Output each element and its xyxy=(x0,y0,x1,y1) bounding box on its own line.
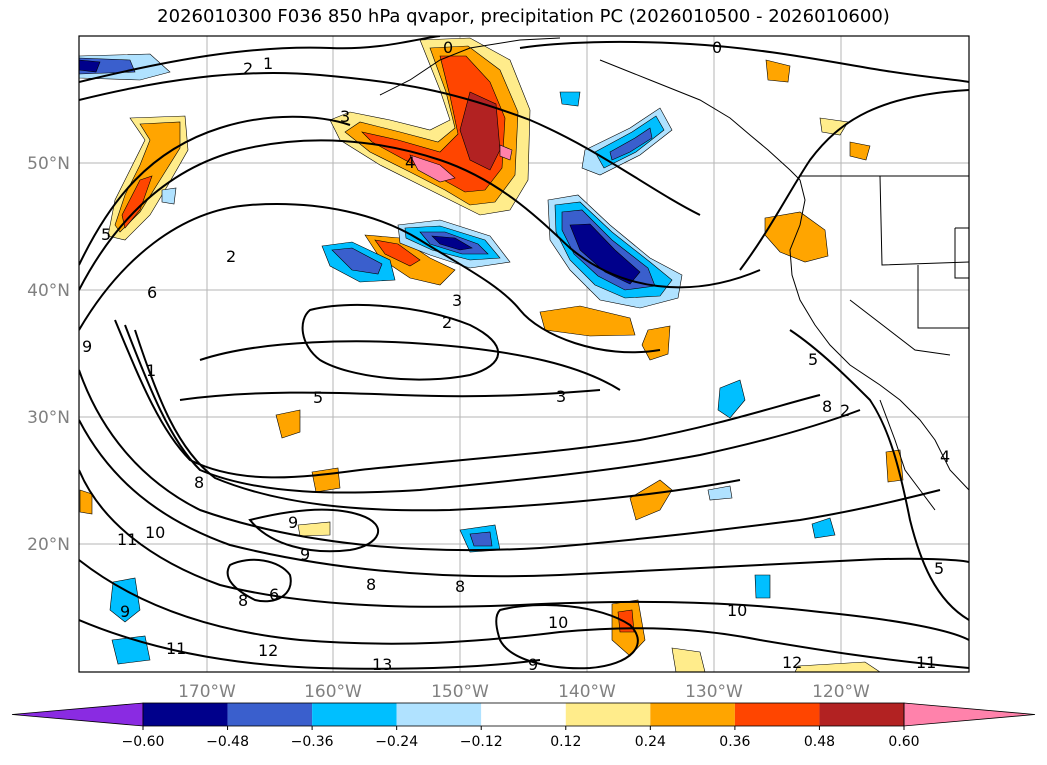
lon-label: 170°W xyxy=(178,682,236,702)
longitude-labels: 170°W 160°W 150°W 140°W 130°W 120°W xyxy=(178,682,870,702)
map-frame xyxy=(78,35,970,673)
contour-label: 8 xyxy=(238,591,248,610)
precip-negative-anomalies xyxy=(79,53,836,665)
contour-label: 5 xyxy=(101,225,111,244)
contour-label: 8 xyxy=(455,577,465,596)
contour-label: 1 xyxy=(263,54,273,73)
contour-label: 2 xyxy=(243,59,253,78)
lon-label: 150°W xyxy=(431,682,489,702)
colorbar-tick-labels: −0.60 −0.48 −0.36 −0.24 −0.12 0.12 0.24 0.36 0.4… xyxy=(122,726,920,750)
colorbar-swatch xyxy=(650,703,735,726)
lat-label: 30°N xyxy=(27,408,70,428)
contour-label: 5 xyxy=(313,388,323,407)
colorbar-tick-label: 0.60 xyxy=(888,734,919,750)
colorbar-swatches xyxy=(11,702,1036,727)
contour-label: 3 xyxy=(340,107,350,126)
contour-label: 10 xyxy=(145,523,165,542)
contour-label: 4 xyxy=(940,447,950,466)
lon-label: 160°W xyxy=(304,682,362,702)
contour-label: 8 xyxy=(366,575,376,594)
contour-label: 9 xyxy=(300,545,310,564)
contour-labels: 2 1 0 0 4 3 2 3 2 6 1 5 3 9 8 5 9 11 10 … xyxy=(82,38,950,674)
contour-label: 12 xyxy=(782,653,802,672)
lat-label: 50°N xyxy=(27,154,70,174)
contour-label: 9 xyxy=(528,655,538,674)
colorbar-tick-label: 0.48 xyxy=(804,734,835,750)
colorbar-tick-label: 0.36 xyxy=(719,734,750,750)
contour-label: 6 xyxy=(147,283,157,302)
contour-label: 11 xyxy=(117,530,137,549)
colorbar-tick-label: 0.12 xyxy=(550,734,581,750)
contour-label: 5 xyxy=(808,350,818,369)
colorbar-swatch xyxy=(481,703,566,726)
contour-label: 2 xyxy=(442,313,452,332)
lon-label: 130°W xyxy=(685,682,743,702)
contour-label: 3 xyxy=(452,291,462,310)
map-title: 2026010300 F036 850 hPa qvapor, precipit… xyxy=(157,6,890,27)
lon-label: 120°W xyxy=(812,682,870,702)
contour-label: 12 xyxy=(258,641,278,660)
contour-label: 4 xyxy=(405,153,415,172)
latitude-labels: 50°N 40°N 30°N 20°N xyxy=(27,154,70,555)
contour-label: 10 xyxy=(548,613,568,632)
colorbar-swatch xyxy=(143,703,228,726)
contour-label: 1 xyxy=(146,361,156,380)
lat-label: 20°N xyxy=(27,535,70,555)
colorbar-extend-min xyxy=(11,702,144,727)
colorbar-outline xyxy=(142,702,905,727)
colorbar-tick-label: −0.12 xyxy=(460,734,503,750)
contour-label: 0 xyxy=(443,38,453,57)
colorbar-swatch xyxy=(227,703,313,726)
contour-label: 3 xyxy=(556,387,566,406)
lon-label: 140°W xyxy=(558,682,616,702)
contour-label: 9 xyxy=(288,513,298,532)
colorbar-swatch xyxy=(734,703,820,726)
colorbar-swatch xyxy=(312,703,397,726)
contour-label: 10 xyxy=(727,601,747,620)
contour-label: 5 xyxy=(934,559,944,578)
colorbar-swatch xyxy=(819,703,904,726)
contour-label: 8 xyxy=(194,473,204,492)
qvapor-contours xyxy=(79,36,969,670)
contour-label: 2 xyxy=(226,247,236,266)
contour-label: 9 xyxy=(120,602,130,621)
contour-label: 8 xyxy=(822,397,832,416)
colorbar-extend-max xyxy=(903,702,1036,727)
colorbar-tick-label: −0.24 xyxy=(375,734,418,750)
contour-label: 2 xyxy=(840,401,850,420)
precip-positive-anomalies xyxy=(79,37,904,672)
colorbar-swatch xyxy=(396,703,482,726)
contour-label: 11 xyxy=(166,639,186,658)
colorbar-tick-label: −0.36 xyxy=(291,734,334,750)
colorbar-tick-label: −0.60 xyxy=(122,734,165,750)
colorbar-tick-label: −0.48 xyxy=(206,734,249,750)
contour-label: 0 xyxy=(712,38,722,57)
contour-label: 9 xyxy=(82,337,92,356)
colorbar: −0.60 −0.48 −0.36 −0.24 −0.12 0.12 0.24 0.36 0.4… xyxy=(11,702,1036,750)
contour-label: 13 xyxy=(372,655,392,674)
colorbar-swatch xyxy=(565,703,651,726)
contour-label: 11 xyxy=(916,653,936,672)
coastlines xyxy=(379,37,969,511)
contour-label: 6 xyxy=(269,585,279,604)
lat-label: 40°N xyxy=(27,281,70,301)
colorbar-tick-label: 0.24 xyxy=(635,734,666,750)
